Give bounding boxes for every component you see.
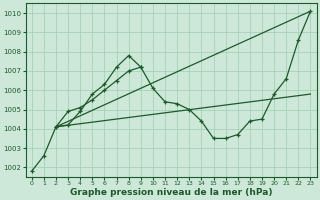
X-axis label: Graphe pression niveau de la mer (hPa): Graphe pression niveau de la mer (hPa) (70, 188, 272, 197)
